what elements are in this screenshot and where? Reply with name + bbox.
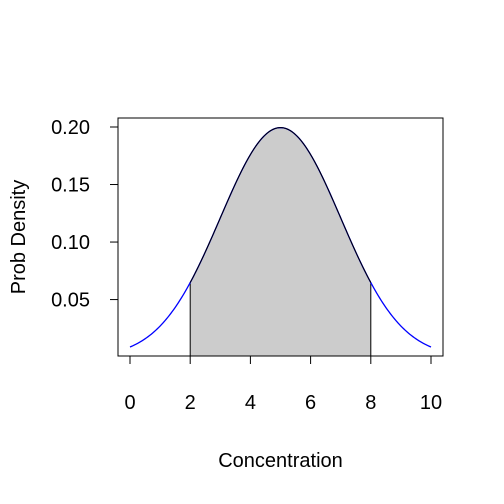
x-tick-label: 10: [420, 392, 442, 414]
x-tick-label: 6: [305, 392, 316, 414]
y-axis-title: Prob Density: [8, 180, 30, 295]
x-axis: 0 2 4 6 8 10: [124, 355, 442, 414]
x-tick-label: 2: [185, 392, 196, 414]
y-tick-label: 0.05: [51, 290, 90, 312]
y-tick-label: 0.10: [51, 232, 90, 254]
chart-marks: [129, 126, 432, 357]
x-axis-title: Concentration: [218, 450, 343, 472]
y-tick-label: 0.20: [51, 117, 90, 139]
x-tick-label: 0: [124, 392, 135, 414]
y-tick-label: 0.15: [51, 175, 90, 197]
shaded-curve-outline: [189, 127, 372, 283]
y-axis: 0.05 0.10 0.15 0.20: [51, 117, 119, 312]
shaded-area: [189, 127, 372, 357]
x-tick-label: 4: [245, 392, 256, 414]
x-tick-label: 8: [365, 392, 376, 414]
